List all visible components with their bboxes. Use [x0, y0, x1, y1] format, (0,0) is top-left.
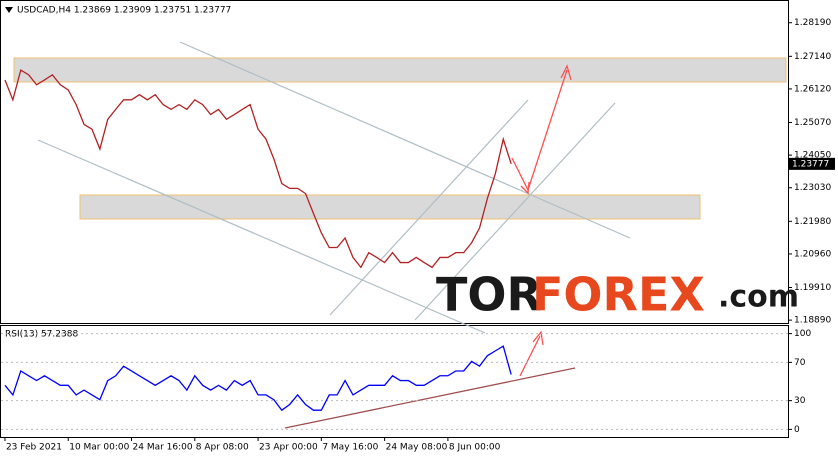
y-tick-label: 1.24050: [794, 151, 831, 161]
y-tick-label: 1.25070: [794, 118, 831, 128]
y-tick-label: 1.28190: [794, 18, 831, 28]
y-tick-label: 30: [794, 396, 806, 406]
forecast-arrows: [511, 64, 572, 377]
x-tick-label: 7 May 16:00: [322, 443, 378, 453]
channel-lines: [37, 41, 631, 334]
rsi-frame: [0, 325, 789, 438]
watermark: FOREX: [532, 268, 705, 322]
rsi-trendline: [284, 367, 576, 429]
x-tick-label: 10 Mar 00:00: [69, 443, 129, 453]
y-tick-label: 1.19910: [794, 283, 831, 293]
chart-title: USDCAD,H4 1.23869 1.23909 1.23751 1.2377…: [17, 6, 231, 16]
y-tick-label: 70: [794, 358, 806, 368]
watermark: TOR: [436, 268, 542, 322]
y-tick-label: 1.20960: [794, 249, 831, 259]
resistance-zone: [13, 57, 787, 83]
series-line: [4, 69, 512, 269]
support-zone: [79, 194, 701, 220]
price-frame: [0, 0, 789, 324]
y-tick-label: 1.27140: [794, 52, 831, 62]
y-tick-label: 1.26120: [794, 84, 831, 94]
x-tick-label: 24 Mar 16:00: [133, 443, 193, 453]
x-tick-label: 8 Apr 08:00: [196, 443, 249, 453]
y-tick-label: 1.18890: [794, 316, 831, 326]
watermark: .com: [718, 280, 799, 315]
y-tick-label: 1.23030: [794, 183, 831, 193]
series-line: [4, 345, 512, 412]
y-tick-label: 1.21980: [794, 217, 831, 227]
y-tick-label: 0: [794, 425, 800, 435]
x-tick-label: 23 Apr 00:00: [259, 443, 318, 453]
x-tick-label: 23 Feb 2021: [6, 443, 62, 453]
menu-triangle: [5, 7, 13, 13]
y-tick-label: 100: [794, 329, 811, 339]
rsi-title: RSI(13) 57.2388: [5, 330, 78, 340]
x-tick-label: 24 May 08:00: [386, 443, 448, 453]
price-tag-box: [789, 157, 835, 170]
x-tick-label: 8 Jun 00:00: [449, 443, 501, 453]
price-tag: 1.23777: [792, 159, 829, 169]
